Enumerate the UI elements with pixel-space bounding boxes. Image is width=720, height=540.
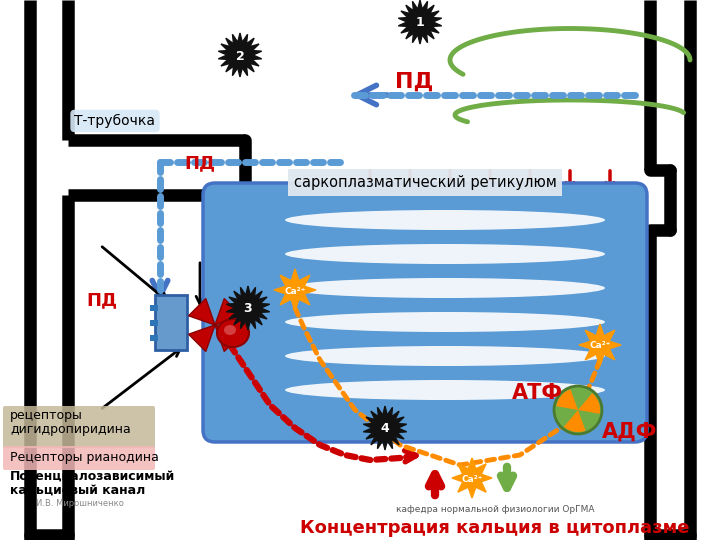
Text: дигидропиридина: дигидропиридина (10, 423, 131, 436)
Polygon shape (218, 33, 261, 77)
Text: ПД: ПД (86, 291, 117, 309)
Circle shape (554, 386, 602, 434)
Wedge shape (578, 393, 600, 414)
Text: 3: 3 (243, 302, 252, 315)
Text: рецепторы: рецепторы (10, 409, 83, 422)
Text: Концентрация кальция в цитоплазме: Концентрация кальция в цитоплазме (300, 519, 690, 537)
Bar (150, 335, 158, 341)
Polygon shape (398, 0, 441, 44)
Polygon shape (215, 299, 241, 325)
Text: Ca²⁺: Ca²⁺ (462, 475, 482, 483)
FancyBboxPatch shape (3, 446, 155, 470)
Polygon shape (189, 325, 215, 352)
Bar (155, 295, 187, 350)
Text: 4: 4 (381, 422, 390, 435)
Ellipse shape (217, 319, 249, 347)
Polygon shape (364, 406, 407, 450)
FancyBboxPatch shape (203, 183, 647, 442)
Text: саркоплазматический ретикулюм: саркоплазматический ретикулюм (294, 175, 557, 190)
Text: ПД: ПД (184, 154, 215, 172)
Wedge shape (564, 410, 585, 432)
Text: кафедра нормальной физиологии ОрГМА: кафедра нормальной физиологии ОрГМА (396, 505, 594, 515)
Polygon shape (215, 325, 241, 352)
Text: Ca²⁺: Ca²⁺ (284, 287, 306, 295)
Polygon shape (189, 299, 215, 325)
Ellipse shape (285, 312, 605, 332)
Text: кальциевый канал: кальциевый канал (10, 483, 145, 496)
Ellipse shape (285, 210, 605, 230)
Polygon shape (452, 458, 492, 498)
Bar (150, 320, 158, 326)
Text: АДФ: АДФ (603, 422, 657, 442)
Text: Рецепторы рианодина: Рецепторы рианодина (10, 451, 159, 464)
Ellipse shape (285, 346, 605, 366)
Ellipse shape (285, 244, 605, 264)
Text: И.В. Мирошниченко: И.В. Мирошниченко (36, 500, 124, 509)
Polygon shape (274, 269, 316, 311)
Polygon shape (579, 324, 621, 366)
Ellipse shape (285, 380, 605, 400)
Text: АТФ: АТФ (511, 383, 562, 403)
Text: 1: 1 (415, 17, 424, 30)
Text: 2: 2 (235, 50, 244, 63)
Ellipse shape (285, 278, 605, 298)
Text: Т-трубочка: Т-трубочка (74, 114, 156, 128)
Text: Потенциалозависимый: Потенциалозависимый (10, 469, 175, 483)
FancyBboxPatch shape (3, 406, 155, 448)
Polygon shape (226, 286, 270, 330)
Text: ПД: ПД (395, 72, 433, 92)
Ellipse shape (224, 325, 236, 335)
Text: Ca²⁺: Ca²⁺ (589, 341, 611, 350)
Bar (150, 305, 158, 311)
Wedge shape (557, 389, 578, 410)
